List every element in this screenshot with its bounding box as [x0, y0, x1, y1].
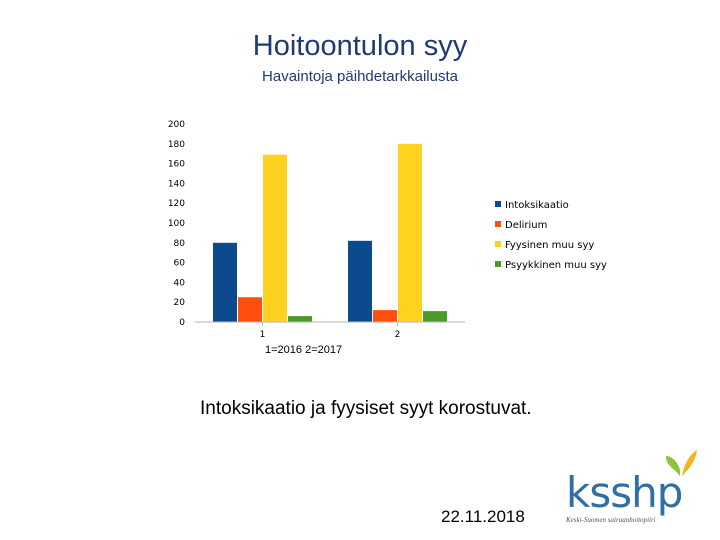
legend-label: Intoksikaatio	[505, 200, 569, 211]
legend-label: Fyysinen muu syy	[505, 240, 594, 251]
bar-series-group	[213, 143, 447, 322]
y-tick-label: 20	[174, 298, 186, 308]
year-key-note: 1=2016 2=2017	[265, 344, 343, 356]
slide-date: 22.11.2018	[441, 507, 525, 526]
y-tick-label: 140	[168, 179, 185, 189]
legend-swatch	[495, 221, 501, 227]
ksshp-logo: ksshp Keski-Suomen sairaanhoitopiiri	[560, 448, 700, 532]
bar-fyysinen-muu-syy-2	[398, 143, 422, 322]
logo-tagline: Keski-Suomen sairaanhoitopiiri	[566, 516, 656, 524]
y-tick-label: 100	[168, 219, 185, 229]
legend-swatch	[495, 261, 501, 267]
y-tick-label: 60	[174, 259, 186, 269]
legend-swatch	[495, 201, 501, 207]
legend-label: Delirium	[505, 220, 547, 231]
bar-delirium-2	[373, 310, 397, 322]
butterfly-icon	[666, 450, 697, 476]
y-tick-label: 0	[179, 318, 185, 328]
x-tick-label: 2	[395, 330, 401, 340]
y-tick-label: 40	[174, 278, 186, 288]
legend-label: Psyykkinen muu syy	[505, 260, 607, 271]
y-tick-label: 120	[168, 199, 185, 209]
bar-delirium-1	[238, 297, 262, 322]
slide-title: Hoitoontulon syy	[252, 30, 468, 62]
bar-fyysinen-muu-syy-1	[263, 154, 287, 322]
bar-psyykkinen-muu-syy-2	[423, 311, 447, 322]
y-tick-label: 180	[168, 140, 185, 150]
logo-wordmark: ksshp	[566, 468, 683, 517]
bar-intoksikaatio-2	[348, 240, 372, 322]
y-tick-label: 200	[168, 120, 185, 130]
x-tick-label: 1	[260, 330, 266, 340]
y-tick-label: 80	[174, 239, 186, 249]
legend-swatch	[495, 241, 501, 247]
y-tick-label: 160	[168, 160, 185, 170]
bar-psyykkinen-muu-syy-1	[288, 316, 312, 322]
y-axis: 0 20 40 60 80 100 120 140 160 180 200	[168, 120, 185, 328]
bar-intoksikaatio-1	[213, 242, 237, 322]
chart-legend: Intoksikaatio Delirium Fyysinen muu syy Psy…	[495, 200, 607, 271]
conclusion-text: Intoksikaatio ja fyysiset syyt korostuva…	[200, 398, 532, 419]
slide-subtitle: Havaintoja päihdetarkkailusta	[262, 68, 458, 85]
